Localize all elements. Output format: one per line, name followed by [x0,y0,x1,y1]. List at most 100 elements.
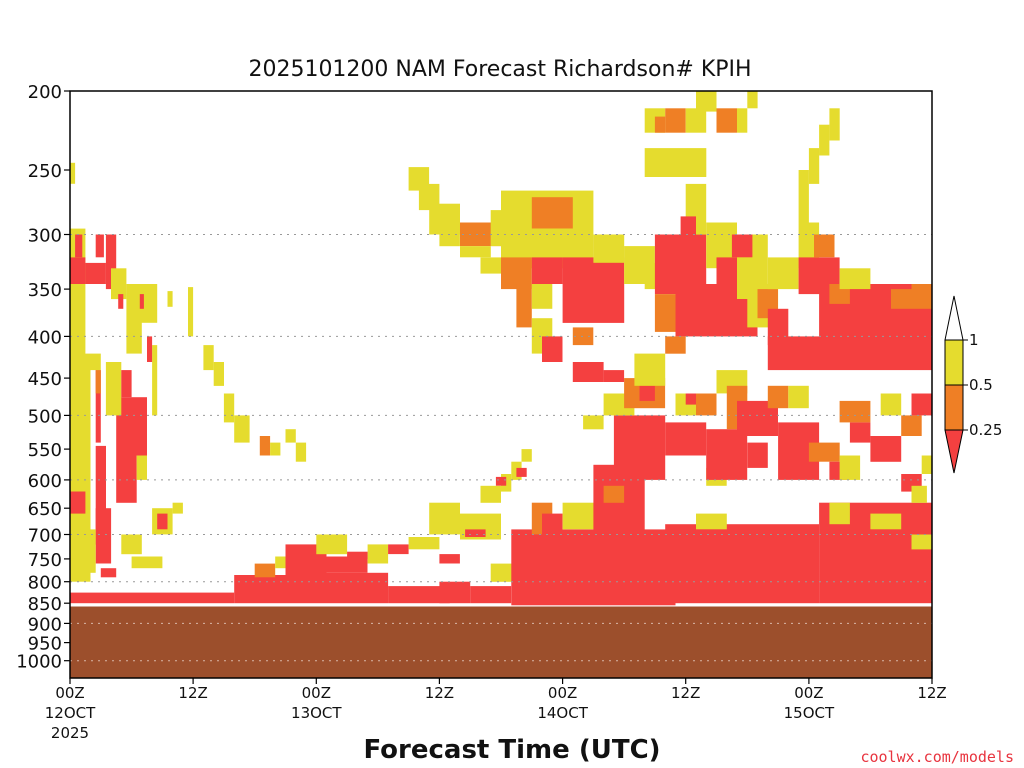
ri-cell-28 [80,529,96,573]
ri-cell-101 [839,400,871,423]
ri-cell-160 [798,170,809,223]
ri-cell-100 [849,422,871,443]
chart-title: 2025101200 NAM Forecast Richardson# KPIH [248,57,751,82]
y-tick-label-500: 500 [28,406,62,427]
ri-cell-125 [516,284,532,328]
ri-cell-26 [70,491,86,514]
colorbar-band-red [944,429,964,474]
ri-cell-24 [136,455,147,480]
ri-cell-118 [460,246,491,258]
ri-cell-158 [911,284,932,309]
colorbar-band-yellow [944,339,964,386]
ri-cell-159 [767,336,932,371]
ri-cell-172 [747,91,758,109]
watermark-text: coolwx.com/models [860,748,1014,766]
ri-cell-79 [639,385,655,401]
ri-cell-106 [880,393,902,416]
ri-cell-1 [70,257,86,284]
ri-cell-126 [531,257,563,284]
y-tick-label-200: 200 [28,82,62,103]
ri-cell-49 [306,572,389,604]
ri-cell-37 [223,393,235,423]
ri-cell-162 [819,124,830,156]
ri-cell-15 [70,162,76,184]
ri-cell-53 [388,586,450,604]
ri-cell-30 [121,534,142,555]
ri-cell-151 [798,222,820,269]
x-axis-label: Forecast Time (UTC) [363,735,660,765]
ri-cell-81 [665,422,707,456]
ri-cell-171 [644,148,707,177]
ri-cell-60 [465,529,486,537]
ri-cell-35 [203,345,214,371]
ri-cell-87 [706,429,748,480]
ri-cell-150 [767,257,799,290]
ri-cell-123 [490,210,522,247]
y-tick-label-250: 250 [28,161,62,182]
ri-cell-95 [788,385,809,409]
ri-cell-97 [808,442,840,462]
y-tick-label-600: 600 [28,471,62,492]
ri-cell-51 [367,544,389,564]
y-axis: 200 250 300 350 400 450 500 550 600 650 700 7508008… [16,82,70,673]
ri-cell-71 [542,513,563,535]
ri-cell-57 [439,581,471,604]
x-tick-label-5: 12Z [671,684,700,702]
x-axis: 00Z 12OCT 2025 12Z 00Z 13OCT 12Z 00Z 14OCT 12Z 00Z… [45,678,947,742]
y-tick-label-400: 400 [28,327,62,348]
ri-cell-122 [531,197,573,229]
ri-cell-76 [583,415,604,430]
ri-cell-27 [95,508,112,564]
ri-cell-45 [254,563,276,578]
ri-cell-110 [870,513,902,530]
y-tick-label-350: 350 [28,280,62,301]
ri-cell-130 [562,257,625,323]
ri-cell-109 [829,502,850,525]
ri-cell-131 [572,327,594,346]
ri-cell-39 [259,436,271,456]
y-tick-label-800: 800 [28,573,62,594]
ri-cell-16 [70,353,91,582]
ri-cell-80 [634,353,666,386]
x-tick-label-0: 00Z [55,684,84,702]
ri-cell-33 [172,502,183,514]
x-tick-date-2: 13OCT [291,704,342,722]
x-tick-date-6: 15OCT [784,704,835,722]
ri-cell-22 [121,370,132,398]
ri-cell-156 [839,268,871,290]
ri-cell-146 [731,234,753,258]
ri-cell-135 [603,370,625,382]
ri-cell-112 [911,554,932,573]
ri-cell-11 [152,345,158,416]
ri-cell-88 [696,393,717,416]
ri-cell-167 [685,108,707,133]
ri-cell-129 [542,336,563,362]
ri-cell-170 [737,108,748,133]
ri-cell-56 [439,554,460,564]
y-tick-label-1000: 1000 [16,652,62,673]
ri-cell-17 [95,370,101,443]
ri-cell-92 [767,385,789,409]
y-tick-label-750: 750 [28,550,62,571]
colorbar-label-2: 0.25 [969,421,1002,439]
ri-cell-69 [511,529,676,606]
ri-cell-108 [911,393,932,416]
ri-cell-48 [316,534,348,555]
ri-cell-119 [480,257,501,274]
colorbar-band-orange [944,384,964,431]
ri-cell-99 [839,455,861,480]
ri-cell-127 [531,284,553,309]
ri-cell-165 [654,116,666,133]
ri-cell-124 [501,257,532,290]
colorbar-label-0: 1 [969,331,979,349]
ri-cell-50 [326,556,368,573]
ri-cell-83 [685,393,696,405]
ri-cell-55 [408,537,440,550]
y-tick-label-900: 900 [28,614,62,635]
ri-cell-42 [295,442,307,462]
ri-cell-67 [470,586,512,604]
y-tick-label-950: 950 [28,634,62,655]
ri-cell-65 [521,449,532,462]
